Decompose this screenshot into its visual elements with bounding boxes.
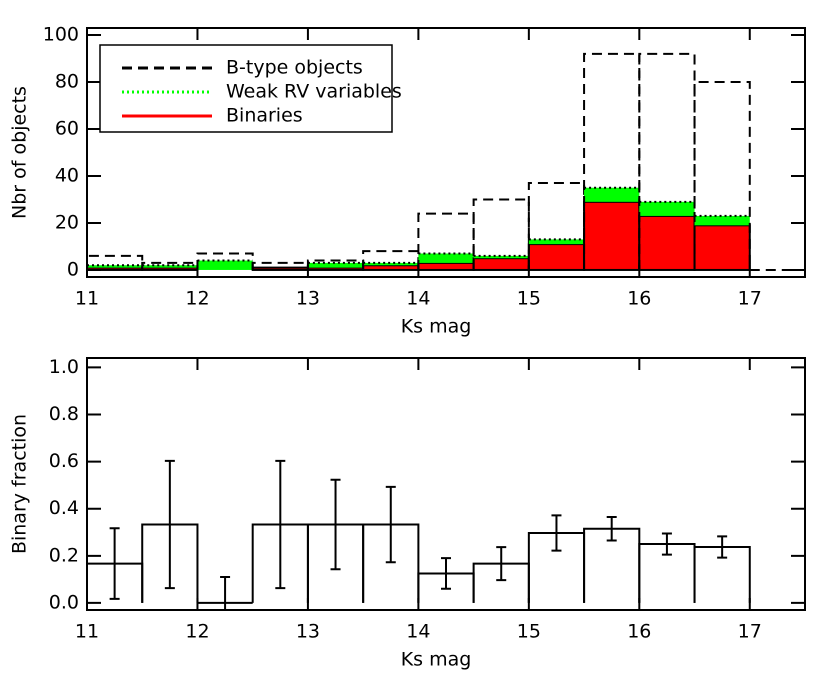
bar-segment: [141, 266, 199, 271]
error-bar: [109, 527, 120, 600]
outline-bar: [417, 212, 475, 270]
y-tick-label: 0.6: [49, 450, 79, 472]
y-tick-label: 20: [55, 211, 79, 233]
bar-segment: [527, 243, 586, 271]
x-tick-label: 13: [296, 288, 320, 310]
x-tick-label: 14: [406, 621, 430, 643]
x-tick-label: 17: [738, 621, 762, 643]
x-axis-label: Ks mag: [401, 649, 472, 671]
x-axis-label: Ks mag: [401, 316, 472, 338]
error-bar: [220, 576, 231, 610]
error-bar: [330, 478, 341, 571]
x-tick-label: 13: [296, 621, 320, 643]
x-tick-label: 16: [627, 288, 651, 310]
legend-label: B-type objects: [226, 57, 363, 79]
bar-segment: [307, 262, 364, 268]
plot-frame: [86, 27, 806, 278]
bar-segment: [473, 255, 529, 259]
bar-segment: [306, 266, 365, 271]
bar-segment: [197, 260, 253, 270]
x-tick-label: 12: [185, 621, 209, 643]
bar-segment: [363, 262, 419, 266]
legend-label: Binaries: [226, 105, 303, 127]
y-tick-label: 100: [43, 24, 79, 46]
y-tick-label: 1.0: [49, 356, 79, 378]
plot-frame: [86, 357, 806, 611]
bar-segment: [583, 200, 641, 271]
y-axis-label: Nbr of objects: [9, 86, 31, 219]
error-bar: [496, 546, 507, 582]
bar-segment: [362, 264, 420, 271]
legend-label: Weak RV variables: [226, 81, 402, 103]
outline-bar: [583, 52, 641, 270]
y-tick-label: 40: [55, 164, 79, 186]
x-tick-label: 16: [627, 621, 651, 643]
bar-segment: [87, 265, 143, 268]
bar-segment: [694, 215, 750, 226]
bar-segment: [639, 201, 695, 216]
bar-segment: [638, 214, 696, 271]
outline-bar: [693, 81, 751, 270]
bar-segment: [693, 224, 751, 271]
error-bar: [275, 459, 286, 590]
plot: [86, 523, 751, 604]
x-tick-label: 12: [185, 288, 209, 310]
x-tick-label: 15: [517, 621, 541, 643]
y-tick-label: 0.2: [49, 544, 79, 566]
bar-segment: [251, 266, 309, 271]
error-bar: [717, 535, 728, 559]
error-bar: [385, 485, 396, 564]
bar-segment: [417, 261, 475, 271]
x-tick-label: 17: [738, 288, 762, 310]
bar-segment: [472, 257, 530, 271]
error-bar: [441, 557, 451, 590]
error-bar: [164, 459, 175, 590]
x-tick-label: 14: [406, 288, 430, 310]
y-axis-label: Binary fraction: [9, 414, 31, 554]
x-tick-label: 11: [75, 621, 99, 643]
y-tick-label: 60: [55, 118, 79, 140]
bar-segment: [142, 265, 198, 268]
y-tick-label: 80: [55, 71, 79, 93]
bar-segment: [418, 253, 474, 263]
x-tick-label: 15: [517, 288, 541, 310]
outline-bar: [196, 252, 254, 270]
x-tick-label: 11: [75, 288, 99, 310]
outline-bar: [638, 52, 696, 270]
y-tick-label: 0.8: [49, 403, 79, 425]
y-tick-label: 0.4: [49, 497, 79, 519]
y-tick-label: 0.0: [49, 591, 79, 613]
error-bar: [606, 515, 617, 542]
y-tick-label: 0: [67, 258, 79, 280]
error-bars: [109, 459, 728, 610]
bar-segment: [528, 239, 585, 245]
error-bar: [551, 514, 562, 552]
error-bar: [661, 532, 672, 556]
bar-segment: [584, 187, 640, 202]
